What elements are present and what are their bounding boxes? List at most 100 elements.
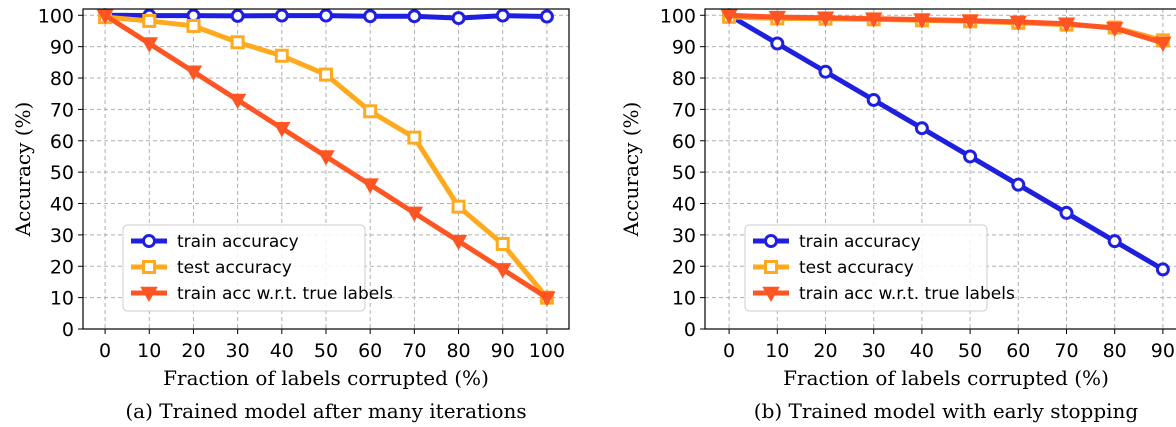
data-point (274, 48, 289, 63)
y-axis-label: Accuracy (%) (11, 102, 35, 238)
x-tick-label: 10 (765, 340, 789, 362)
legend-label: test accuracy (177, 258, 292, 278)
data-point (913, 13, 931, 29)
legend-marker (140, 286, 158, 303)
x-tick-label: 70 (1054, 340, 1078, 362)
legend-item-train-acc-w-r-t-true-labels: train acc w.r.t. true labels (131, 284, 393, 304)
y-tick-label: 0 (62, 319, 74, 341)
data-point (495, 236, 510, 251)
data-point (494, 263, 512, 279)
data-point (1107, 234, 1122, 249)
x-tick-label: 30 (862, 340, 886, 362)
x-tick-label: 20 (813, 340, 837, 362)
legend: train accuracy test accuracy train acc w.r… (744, 224, 1015, 312)
legend-item-test-accuracy: test accuracy (131, 258, 292, 278)
legend-label: train acc w.r.t. true labels (799, 284, 1015, 304)
legend-marker (764, 260, 778, 274)
x-tick-label: 80 (1103, 340, 1127, 362)
data-point (1057, 17, 1076, 33)
y-tick-label: 10 (50, 288, 74, 310)
chart-caption: (a) Trained model after many iterations (125, 399, 526, 423)
legend-item-train-acc-w-r-t-true-labels: train acc w.r.t. true labels (753, 284, 1015, 304)
y-tick-label: 80 (672, 68, 696, 90)
x-tick-label: 90 (1151, 340, 1175, 362)
data-point (866, 92, 881, 107)
data-point (407, 9, 422, 24)
chart-caption: (b) Trained model with early stopping (754, 399, 1139, 423)
y-tick-label: 30 (50, 225, 74, 247)
legend-label: train accuracy (799, 232, 921, 252)
x-tick-label: 30 (226, 340, 250, 362)
data-point (720, 9, 738, 25)
data-point (142, 13, 157, 28)
data-point (963, 149, 978, 164)
y-tick-label: 0 (684, 319, 696, 341)
y-tick-label: 100 (38, 5, 74, 27)
x-tick-label: 0 (723, 340, 735, 362)
legend: train accuracy test accuracy train acc w.r… (122, 224, 393, 312)
data-point (1105, 21, 1124, 38)
data-point (914, 121, 929, 136)
x-tick-label: 80 (446, 340, 470, 362)
data-point (770, 36, 785, 51)
y-tick-label: 50 (50, 162, 74, 184)
data-point (449, 234, 468, 251)
legend-box (122, 224, 366, 312)
data-point (538, 291, 556, 307)
legend-marker (142, 234, 156, 248)
data-point (363, 104, 378, 119)
legend-label: test accuracy (799, 258, 914, 278)
y-tick-label: 40 (50, 194, 74, 216)
x-axis-label: Fraction of labels corrupted (%) (783, 366, 1109, 390)
data-point (405, 206, 424, 222)
y-tick-label: 30 (672, 225, 696, 247)
legend-marker (762, 286, 780, 303)
series-train-acc-w-r-t-true-labels (720, 9, 1172, 52)
data-point (230, 8, 245, 23)
data-point (230, 35, 245, 50)
y-tick-label: 70 (50, 99, 74, 121)
data-point (407, 130, 422, 145)
data-point (961, 14, 979, 30)
data-point (319, 8, 333, 23)
series-train-acc-w-r-t-true-labels (96, 9, 556, 307)
y-tick-label: 20 (50, 256, 74, 278)
x-tick-label: 70 (402, 340, 426, 362)
data-point (1154, 36, 1172, 52)
data-point (818, 64, 833, 79)
data-point (451, 199, 466, 214)
y-tick-label: 80 (50, 68, 74, 90)
data-point (96, 9, 114, 25)
data-point (768, 10, 787, 27)
data-point (186, 18, 201, 33)
y-tick-label: 90 (672, 37, 696, 59)
x-tick-label: 40 (910, 340, 934, 362)
series-line (727, 13, 1165, 272)
x-tick-label: 10 (137, 340, 161, 362)
legend-item-test-accuracy: test accuracy (753, 258, 914, 278)
data-point (1155, 262, 1170, 277)
legend-label: train accuracy (177, 232, 299, 252)
x-tick-label: 60 (358, 340, 382, 362)
x-tick-label: 50 (958, 340, 982, 362)
y-tick-label: 60 (50, 131, 74, 153)
x-tick-label: 60 (1006, 340, 1030, 362)
y-tick-label: 50 (672, 162, 696, 184)
data-point (228, 93, 247, 109)
x-axis-label: Fraction of labels corrupted (%) (163, 366, 489, 390)
x-tick-label: 0 (99, 340, 111, 362)
y-axis-label: Accuracy (%) (619, 102, 643, 238)
y-tick-label: 40 (672, 194, 696, 216)
chart-panel-b: 0 10 20 30 40 50 60 70 80 90 100 0 10 20 30 40 50 60 70 80 9… (619, 5, 1176, 423)
y-tick-label: 100 (660, 5, 696, 27)
data-point (495, 8, 510, 23)
data-point (864, 12, 883, 28)
y-tick-label: 20 (672, 256, 696, 278)
data-point (273, 121, 291, 138)
y-tick-label: 10 (672, 288, 696, 310)
x-tick-label: 90 (491, 340, 515, 362)
data-point (274, 8, 289, 23)
data-point (539, 9, 554, 24)
series-line (729, 12, 1164, 46)
data-point (361, 178, 379, 194)
